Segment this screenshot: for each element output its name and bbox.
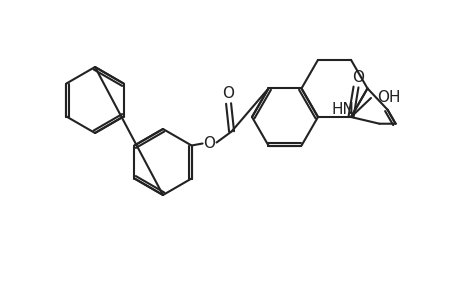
- Text: O: O: [203, 136, 215, 151]
- Text: O: O: [222, 86, 234, 101]
- Text: OH: OH: [376, 89, 400, 104]
- Text: O: O: [351, 70, 363, 85]
- Text: HN: HN: [331, 101, 354, 116]
